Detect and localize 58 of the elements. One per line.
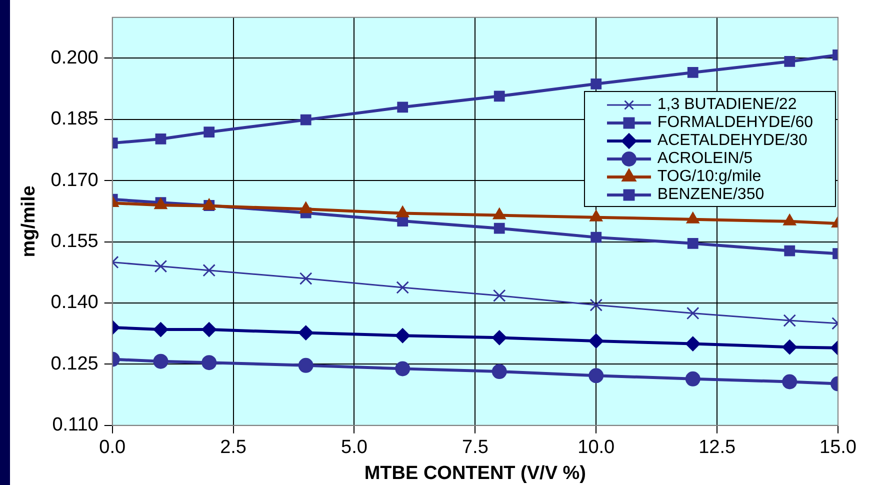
x-tick-label: 0.0: [99, 437, 126, 458]
point: [687, 238, 698, 249]
x-tick-label: 15.0: [820, 437, 856, 458]
point: [588, 333, 604, 348]
point: [155, 134, 166, 144]
point: [153, 354, 168, 369]
point: [298, 358, 314, 373]
x-tick-label: 12.5: [698, 437, 736, 458]
point: [298, 325, 314, 340]
point: [204, 126, 215, 138]
x-tick-label: 2.5: [220, 437, 246, 458]
point: [687, 67, 698, 78]
y-axis-title: mg/mile: [18, 185, 40, 258]
legend-label: BENZENE/350: [657, 186, 764, 204]
point: [153, 322, 168, 338]
point: [396, 281, 410, 294]
point: [202, 322, 217, 338]
point: [782, 340, 798, 355]
point: [590, 78, 602, 90]
point: [590, 232, 602, 243]
point: [686, 306, 700, 320]
point: [154, 260, 168, 273]
point: [784, 245, 796, 256]
point: [395, 328, 410, 344]
point: [492, 364, 507, 380]
point: [202, 264, 216, 277]
y-tick-label: 0.125: [50, 353, 98, 374]
point: [782, 374, 798, 390]
point: [397, 102, 408, 113]
point: [300, 114, 312, 126]
point: [685, 336, 700, 352]
point: [202, 355, 217, 370]
point: [494, 222, 505, 234]
point: [492, 330, 507, 346]
y-tick-label: 0.185: [50, 108, 98, 130]
legend-label: 1,3 BUTADIENE/22: [657, 96, 797, 114]
y-tick-label: 0.200: [50, 47, 98, 68]
point: [783, 314, 796, 327]
y-tick-label: 0.110: [52, 414, 98, 436]
x-tick-label: 5.0: [341, 437, 368, 458]
point: [395, 361, 410, 376]
legend-label: FORMALDEHYDE/60: [657, 114, 813, 132]
y-tick-label: 0.140: [50, 292, 98, 314]
legend-label: ACETALDEHYDE/30: [657, 132, 808, 150]
point: [492, 289, 506, 302]
point: [784, 56, 796, 67]
point: [588, 368, 604, 384]
legend-label: ACROLEIN/5: [657, 150, 753, 168]
point: [494, 90, 505, 102]
y-tick-label: 0.155: [50, 231, 98, 252]
point: [685, 371, 700, 386]
legend-label: TOG/10:g/mile: [657, 168, 762, 186]
y-tick-label: 0.170: [50, 170, 98, 191]
x-tick-label: 10.0: [578, 437, 615, 458]
point: [590, 298, 603, 312]
point: [299, 272, 312, 285]
x-axis-title: MTBE CONTENT (V/V %): [364, 462, 586, 484]
x-tick-label: 7.5: [462, 437, 488, 458]
